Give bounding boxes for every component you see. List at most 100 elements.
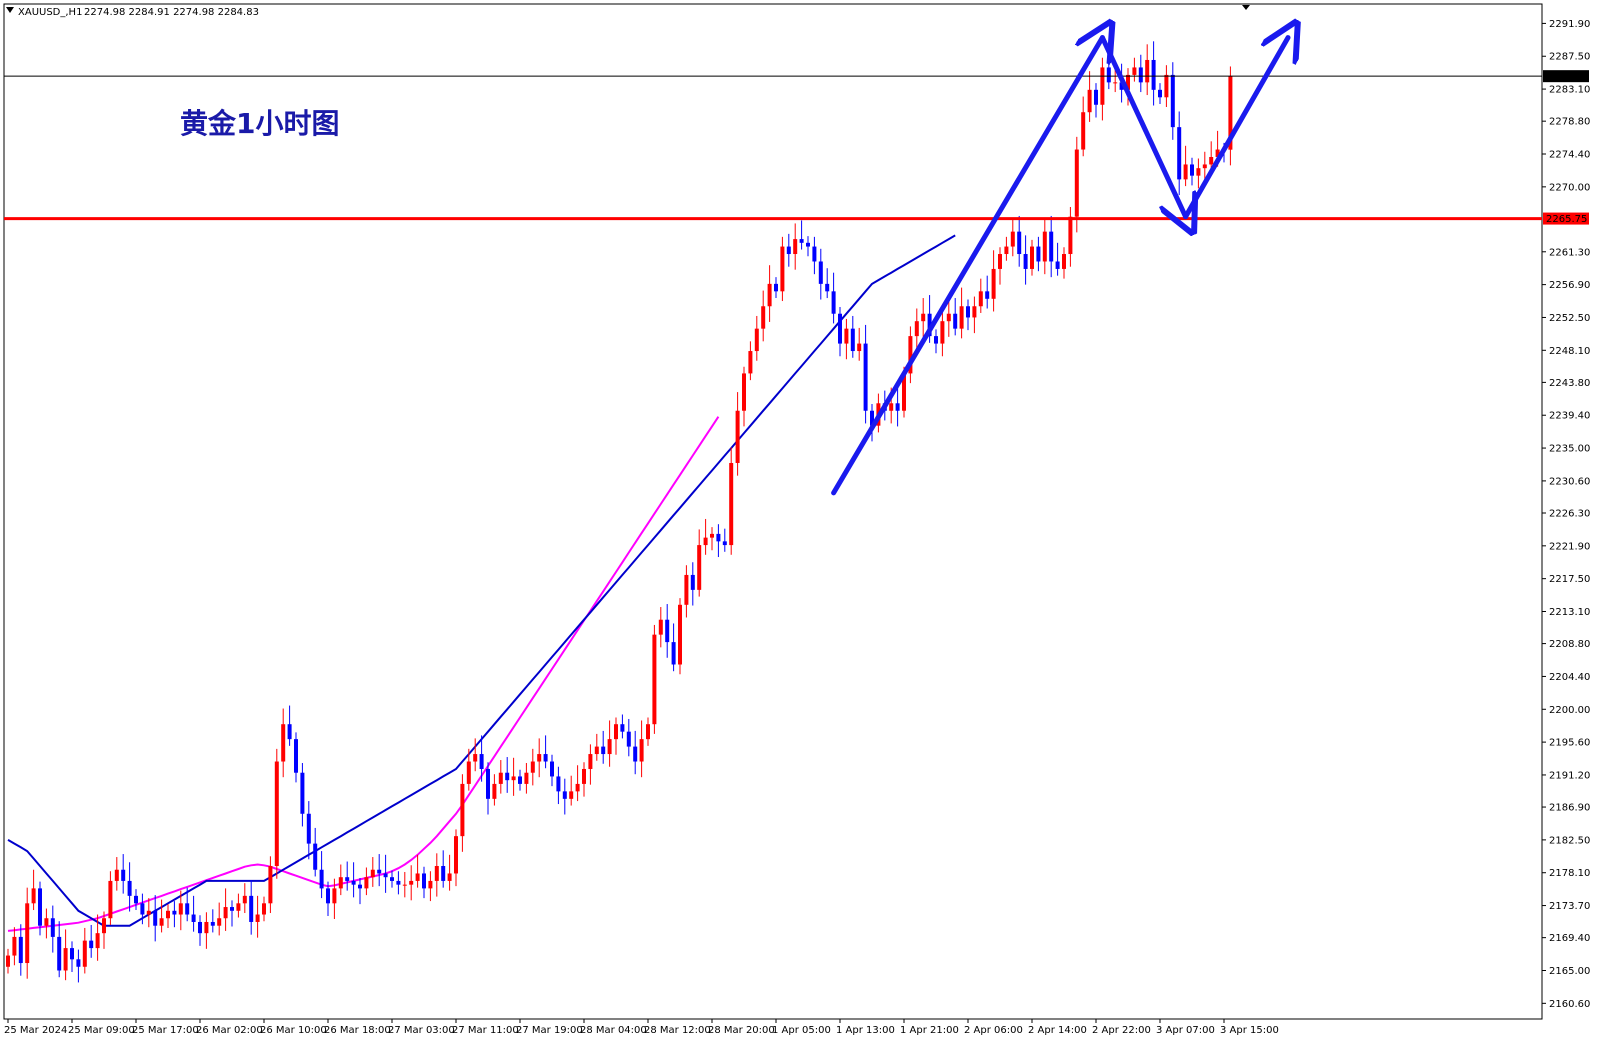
candle-body bbox=[121, 869, 126, 881]
candle-body bbox=[326, 888, 330, 904]
candle-body bbox=[652, 634, 657, 725]
candle bbox=[614, 717, 618, 755]
candle-body bbox=[153, 910, 158, 926]
candle bbox=[204, 912, 209, 949]
chart-shift-marker-icon[interactable] bbox=[1242, 5, 1250, 10]
candle bbox=[575, 765, 580, 802]
candle bbox=[236, 893, 241, 918]
candle bbox=[50, 905, 55, 953]
candle-body bbox=[345, 877, 350, 881]
candle-body bbox=[1209, 156, 1214, 165]
candle bbox=[850, 315, 855, 358]
candle-body bbox=[223, 907, 228, 919]
candle-body bbox=[358, 884, 362, 889]
candle bbox=[172, 901, 177, 928]
candle-body bbox=[889, 403, 894, 411]
x-tick-label: 27 Mar 03:00 bbox=[388, 1025, 455, 1036]
candle bbox=[326, 881, 330, 917]
y-tick-label: 2213.10 bbox=[1549, 607, 1590, 618]
y-tick-label: 2291.90 bbox=[1549, 19, 1590, 30]
candle-body bbox=[249, 895, 254, 922]
candle-body bbox=[6, 955, 10, 967]
candle bbox=[1030, 239, 1034, 276]
current-price-badge: 2284.83 bbox=[1546, 72, 1587, 83]
candle-body bbox=[479, 754, 484, 769]
candle-body bbox=[556, 776, 561, 792]
candle-body bbox=[428, 880, 433, 889]
candle bbox=[633, 730, 638, 775]
candle bbox=[831, 272, 836, 324]
candle bbox=[31, 869, 36, 911]
candle-body bbox=[1170, 74, 1175, 128]
candle bbox=[114, 857, 119, 891]
candle-body bbox=[1017, 231, 1022, 255]
candle-body bbox=[716, 533, 721, 542]
y-tick-label: 2261.30 bbox=[1549, 247, 1590, 258]
candle bbox=[530, 748, 535, 786]
candle-body bbox=[1190, 164, 1194, 176]
candle-body bbox=[140, 903, 145, 915]
candle-body bbox=[678, 604, 682, 665]
candle-body bbox=[306, 813, 311, 844]
candle-body bbox=[281, 724, 286, 762]
candle bbox=[1151, 41, 1156, 106]
candle-body bbox=[857, 343, 862, 352]
candle bbox=[178, 890, 183, 931]
x-tick-label: 2 Apr 06:00 bbox=[964, 1025, 1023, 1036]
candle-body bbox=[850, 328, 855, 352]
candle bbox=[262, 896, 266, 922]
candle bbox=[460, 774, 465, 852]
candle bbox=[6, 948, 10, 974]
candle-body bbox=[671, 642, 676, 665]
candle bbox=[940, 311, 945, 357]
candle bbox=[998, 247, 1002, 285]
candle bbox=[479, 735, 484, 782]
candle-body bbox=[959, 306, 964, 329]
y-tick-label: 2160.60 bbox=[1549, 999, 1590, 1010]
candle bbox=[716, 524, 721, 558]
candle-body bbox=[1106, 67, 1111, 83]
y-tick-label: 2248.10 bbox=[1549, 346, 1590, 357]
candle bbox=[134, 889, 138, 911]
candle bbox=[12, 927, 17, 966]
candle-body bbox=[178, 903, 183, 915]
candle-body bbox=[434, 866, 439, 881]
y-tick-label: 2243.80 bbox=[1549, 378, 1590, 389]
y-tick-label: 2165.00 bbox=[1549, 966, 1590, 977]
ma-slow-line bbox=[7, 416, 720, 932]
candle bbox=[972, 296, 977, 334]
candle-body bbox=[166, 910, 170, 919]
candle-body bbox=[575, 783, 580, 792]
candle-body bbox=[844, 328, 849, 344]
candle bbox=[287, 705, 292, 746]
candle-body bbox=[786, 246, 791, 255]
support-price-badge-bg bbox=[1543, 212, 1589, 225]
candle bbox=[210, 909, 215, 933]
candle bbox=[95, 914, 100, 961]
candle-body bbox=[108, 880, 113, 919]
candle bbox=[76, 949, 81, 983]
candle-body bbox=[287, 724, 292, 740]
candle bbox=[754, 315, 759, 361]
candle-body bbox=[364, 877, 369, 889]
candle bbox=[185, 887, 190, 922]
candle-body bbox=[268, 866, 273, 904]
candle-body bbox=[63, 948, 68, 971]
candle-body bbox=[102, 918, 106, 934]
candle bbox=[978, 278, 983, 313]
candle bbox=[1145, 44, 1150, 96]
candle bbox=[870, 404, 874, 442]
candle bbox=[473, 738, 478, 772]
candle bbox=[863, 324, 868, 424]
candle bbox=[1094, 83, 1098, 118]
candle bbox=[729, 447, 734, 555]
triangle-down-icon[interactable] bbox=[6, 7, 14, 13]
candle bbox=[1017, 215, 1022, 267]
candle-body bbox=[658, 619, 663, 635]
candle bbox=[159, 899, 164, 933]
candle-body bbox=[89, 940, 94, 949]
candle-body bbox=[338, 877, 343, 889]
candle-body bbox=[1087, 89, 1092, 113]
y-tick-label: 2283.10 bbox=[1549, 85, 1590, 96]
